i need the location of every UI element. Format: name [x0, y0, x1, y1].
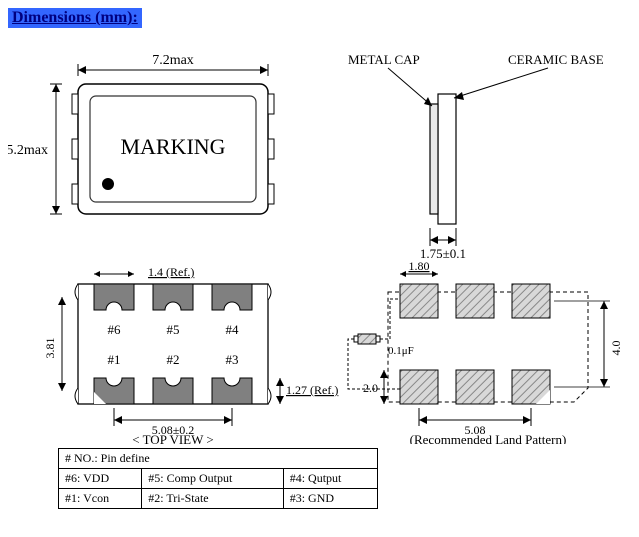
pin-5-label: #5 — [167, 322, 180, 337]
ceramic-base-label: CERAMIC BASE — [508, 52, 604, 67]
cap-value: 0.1μF — [388, 345, 414, 357]
pin-cell: #3: GND — [283, 489, 377, 509]
pin-1-label: #1 — [108, 352, 121, 367]
top-width-label: 7.2max — [152, 53, 194, 68]
pin-cell: #6: VDD — [59, 469, 142, 489]
side-view-group: METAL CAP CERAMIC BASE 1.75±0.1 — [348, 52, 604, 261]
pin-definition-table: # NO.: Pin define #6: VDD #5: Comp Outpu… — [58, 448, 378, 509]
dim-pad-width: 1.4 (Ref.) — [148, 265, 194, 279]
pin-3-label: #3 — [226, 352, 239, 367]
dim-pad-pitch-v: 3.81 — [43, 338, 57, 359]
top-view-group: MARKING 7.2max 5.2max — [8, 53, 274, 214]
diagram-area: MARKING 7.2max 5.2max METAL CAP CERAMIC … — [8, 34, 631, 444]
pin-2-label: #2 — [167, 352, 180, 367]
pin-4-label: #4 — [226, 322, 240, 337]
land-pattern-group: 0.1μF 1.80 4.0 2.0 5.08 (Recommended Lan… — [348, 259, 623, 444]
pin-cell: #2: Tri-State — [142, 489, 283, 509]
pin-cell: #4: Qutput — [283, 469, 377, 489]
land-height: 4.0 — [609, 341, 623, 356]
pin-6-label: #6 — [108, 322, 122, 337]
pin-cell: #5: Comp Output — [142, 469, 283, 489]
section-title: Dimensions (mm): — [8, 8, 142, 28]
pin-table-header: # NO.: Pin define — [59, 449, 378, 469]
dim-pad-height: 1.27 (Ref.) — [286, 383, 338, 397]
pin-cell: #1: Vcon — [59, 489, 142, 509]
bottom-view-group: #6 #5 #4 #1 #2 #3 1.4 (Ref.) 3.81 5.08±0… — [43, 265, 338, 444]
land-gap: 2.0 — [363, 381, 378, 395]
top-height-label: 5.2max — [8, 143, 48, 158]
top-view-caption: < TOP VIEW > — [132, 432, 213, 444]
marking-text: MARKING — [120, 134, 225, 159]
land-caption: (Recommended Land Pattern) — [410, 432, 567, 444]
land-pad-w: 1.80 — [409, 259, 430, 273]
metal-cap-label: METAL CAP — [348, 52, 420, 67]
